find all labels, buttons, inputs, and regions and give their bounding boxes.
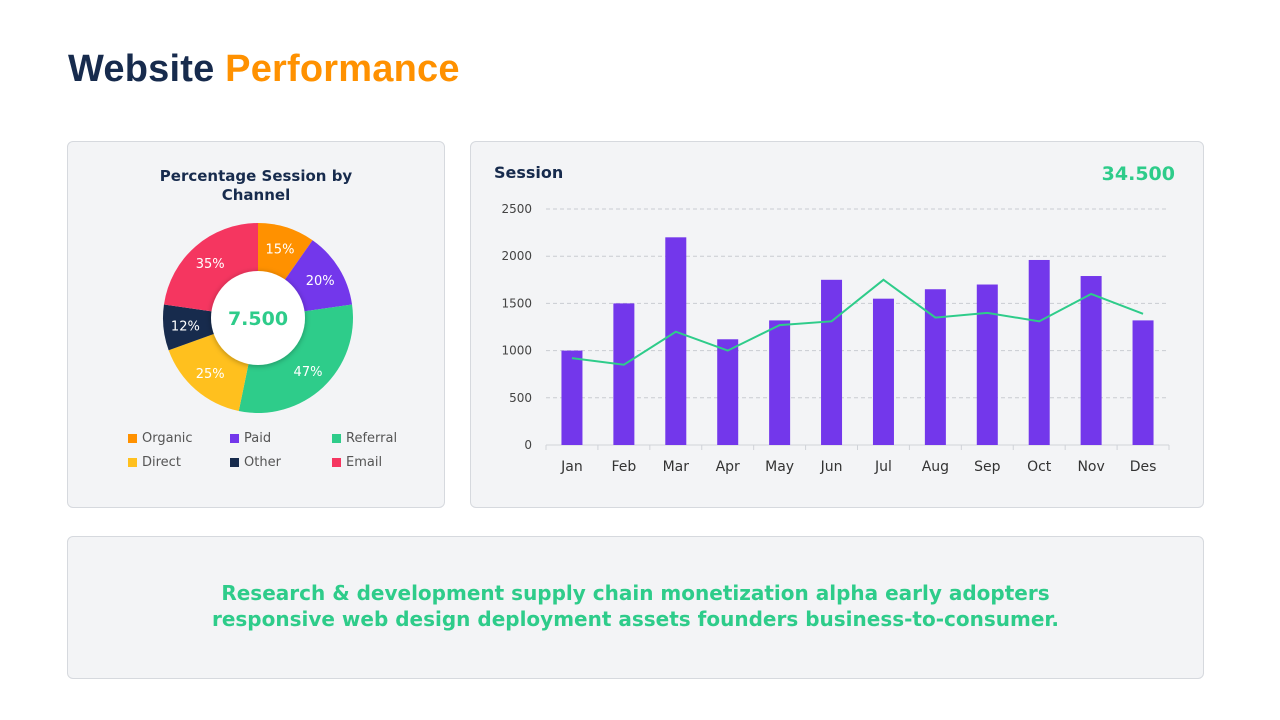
donut-title-text: Percentage Session by Channel bbox=[159, 167, 353, 204]
session-card: Session 34.500 0 500 1000 1500 2000 2500 Jan Fe… bbox=[470, 141, 1204, 508]
donut-legend: Organic Paid Referral Direct Other Email bbox=[128, 431, 428, 470]
bar-feb bbox=[613, 303, 635, 445]
legend-label: Other bbox=[244, 455, 281, 470]
legend-swatch bbox=[332, 434, 341, 443]
session-line bbox=[571, 278, 1144, 366]
y-tick-label: 1000 bbox=[501, 344, 532, 358]
bar-may bbox=[769, 320, 791, 445]
page-title: Website Performance bbox=[68, 48, 460, 91]
summary-line-2: responsive web design deployment assets … bbox=[211, 607, 1060, 631]
bar-apr bbox=[717, 339, 739, 445]
legend-swatch bbox=[332, 458, 341, 467]
donut-label-other: 12% bbox=[171, 319, 200, 334]
session-title: Session bbox=[494, 163, 564, 182]
legend-label: Email bbox=[346, 455, 383, 470]
title-part-1: Website bbox=[68, 48, 215, 90]
x-tick-label: Jul bbox=[874, 459, 892, 475]
legend-item-direct: Direct bbox=[128, 455, 230, 470]
donut-label-referral: 47% bbox=[294, 365, 323, 380]
bar-des bbox=[1132, 320, 1154, 445]
legend-label: Paid bbox=[244, 431, 272, 446]
bar-aug bbox=[924, 289, 946, 445]
donut-label-paid: 20% bbox=[306, 274, 335, 289]
donut-chart: 15% 20% 47% 25% 12% 35% 7.500 bbox=[163, 223, 353, 413]
y-tick-label: 2000 bbox=[501, 249, 532, 263]
bar-jun bbox=[821, 279, 843, 445]
legend-swatch bbox=[128, 458, 137, 467]
y-tick-label: 1500 bbox=[501, 296, 532, 310]
x-tick-label: Jun bbox=[820, 459, 843, 475]
legend-item-other: Other bbox=[230, 455, 332, 470]
legend-item-referral: Referral bbox=[332, 431, 428, 446]
donut-label-direct: 25% bbox=[196, 367, 225, 382]
donut-center-value: 7.500 bbox=[228, 308, 288, 330]
x-tick-label: Apr bbox=[716, 459, 740, 475]
bar-oct bbox=[1028, 259, 1050, 445]
legend-swatch bbox=[230, 434, 239, 443]
summary-text: Research & development supply chain mone… bbox=[68, 580, 1203, 632]
bar-sep bbox=[976, 284, 998, 445]
x-tick-label: Aug bbox=[922, 459, 949, 475]
donut-hole bbox=[211, 271, 305, 365]
donut-label-email: 35% bbox=[196, 257, 225, 272]
donut-title: Percentage Session by Channel bbox=[68, 167, 444, 205]
legend-label: Organic bbox=[142, 431, 193, 446]
y-tick-label: 2500 bbox=[501, 202, 532, 216]
summary-line-1: Research & development supply chain mone… bbox=[221, 581, 1050, 605]
x-tick-label: Oct bbox=[1027, 459, 1052, 475]
x-tick-label: Nov bbox=[1077, 459, 1104, 475]
legend-swatch bbox=[230, 458, 239, 467]
session-chart: 0 500 1000 1500 2000 2500 Jan Feb Mar Apr May Jun Ju… bbox=[501, 202, 1170, 475]
summary-card: Research & development supply chain mone… bbox=[67, 536, 1204, 679]
channel-card: Percentage Session by Channel 15% 20% 47% 2… bbox=[67, 141, 445, 508]
legend-item-email: Email bbox=[332, 455, 428, 470]
x-tick-label: Feb bbox=[611, 459, 636, 475]
bar-mar bbox=[665, 237, 687, 445]
legend-label: Direct bbox=[142, 455, 181, 470]
bar-jan bbox=[561, 350, 583, 445]
donut-label-organic: 15% bbox=[266, 242, 295, 257]
legend-label: Referral bbox=[346, 431, 398, 446]
x-tick-label: May bbox=[765, 459, 794, 475]
legend-item-paid: Paid bbox=[230, 431, 332, 446]
y-tick-label: 500 bbox=[509, 391, 532, 405]
title-part-2: Performance bbox=[225, 48, 460, 90]
legend-swatch bbox=[128, 434, 137, 443]
x-tick-label: Jan bbox=[560, 459, 583, 475]
session-total: 34.500 bbox=[1101, 163, 1175, 185]
bar-nov bbox=[1080, 276, 1102, 445]
legend-item-organic: Organic bbox=[128, 431, 230, 446]
x-tick-label: Sep bbox=[974, 459, 1001, 475]
bar-jul bbox=[872, 298, 894, 445]
x-tick-label: Des bbox=[1130, 459, 1157, 475]
x-tick-label: Mar bbox=[663, 459, 690, 475]
y-tick-label: 0 bbox=[524, 438, 532, 452]
